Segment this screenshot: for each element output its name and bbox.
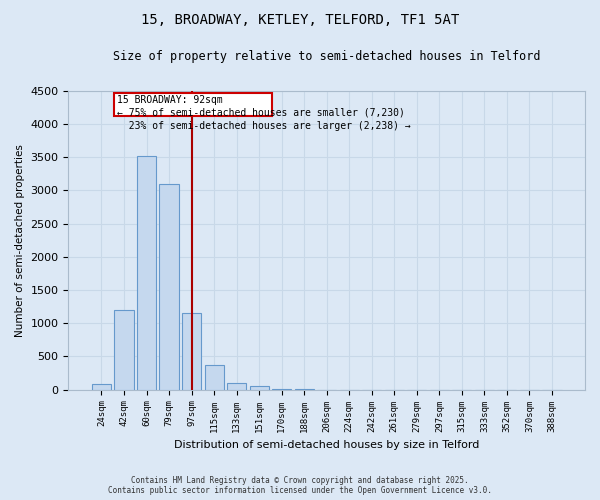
Bar [137,156,156,390]
Bar [205,365,224,390]
Text: Contains HM Land Registry data © Crown copyright and database right 2025.
Contai: Contains HM Land Registry data © Crown c… [108,476,492,495]
Bar [115,310,134,390]
Text: 15 BROADWAY: 92sqm
← 75% of semi-detached houses are smaller (7,230)
  23% of se: 15 BROADWAY: 92sqm ← 75% of semi-detache… [117,94,411,131]
X-axis label: Distribution of semi-detached houses by size in Telford: Distribution of semi-detached houses by … [174,440,479,450]
Bar [92,384,111,390]
Bar [182,312,201,390]
Title: Size of property relative to semi-detached houses in Telford: Size of property relative to semi-detach… [113,50,541,63]
Y-axis label: Number of semi-detached properties: Number of semi-detached properties [15,144,25,336]
FancyBboxPatch shape [114,93,272,116]
Bar [250,386,269,390]
Text: 15, BROADWAY, KETLEY, TELFORD, TF1 5AT: 15, BROADWAY, KETLEY, TELFORD, TF1 5AT [141,12,459,26]
Bar [227,383,246,390]
Bar [272,388,291,390]
Bar [160,184,179,390]
